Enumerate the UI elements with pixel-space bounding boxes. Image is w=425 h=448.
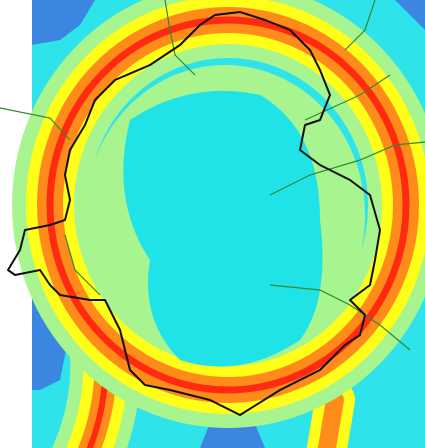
road bbox=[164, 0, 196, 76]
low-zone bbox=[32, 0, 95, 45]
road bbox=[269, 141, 425, 196]
ring bbox=[12, 0, 425, 428]
district-boundary bbox=[7, 11, 381, 416]
ring-red bbox=[46, 16, 410, 394]
road bbox=[344, 0, 376, 51]
band-orange bbox=[317, 391, 344, 448]
road bbox=[0, 107, 71, 141]
low-zone bbox=[395, 0, 425, 30]
core-zone bbox=[123, 90, 323, 367]
road bbox=[269, 284, 411, 351]
road bbox=[64, 234, 101, 296]
